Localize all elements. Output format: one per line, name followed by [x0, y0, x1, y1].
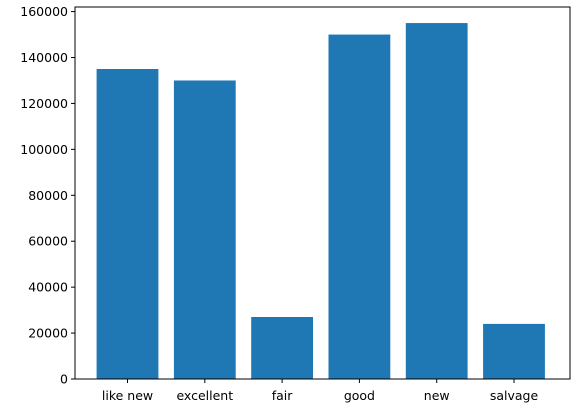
bars-layer: [96, 23, 545, 380]
y-tick-label: 60000: [28, 234, 68, 249]
bar-good: [328, 34, 391, 380]
x-tick-label: good: [344, 388, 375, 403]
x-tick-label: new: [424, 388, 450, 403]
y-tick-label: 0: [60, 372, 68, 387]
x-axis-ticks: like new excellent fair good new salvage: [102, 379, 539, 403]
y-tick-label: 160000: [20, 4, 68, 19]
x-tick-label: fair: [272, 388, 294, 403]
y-tick-label: 140000: [20, 50, 68, 65]
bar-salvage: [483, 323, 545, 379]
y-tick-label: 120000: [20, 96, 68, 111]
x-tick-label: salvage: [490, 388, 539, 403]
plot-frame: [74, 6, 571, 380]
bar-excellent: [173, 80, 236, 379]
axes-layer: [74, 6, 571, 380]
x-tick-label: like new: [102, 388, 153, 403]
y-axis-ticks: 0 20000 40000 60000 80000 100000 120000 140000 1…: [20, 4, 75, 387]
y-tick-label: 100000: [20, 142, 68, 157]
x-tick-label: excellent: [176, 388, 233, 403]
bar-fair: [251, 317, 313, 379]
y-tick-label: 20000: [28, 326, 68, 341]
y-tick-label: 40000: [28, 280, 68, 295]
y-tick-label: 80000: [28, 188, 68, 203]
bar-new: [405, 23, 468, 379]
bar-like-new: [96, 69, 159, 379]
